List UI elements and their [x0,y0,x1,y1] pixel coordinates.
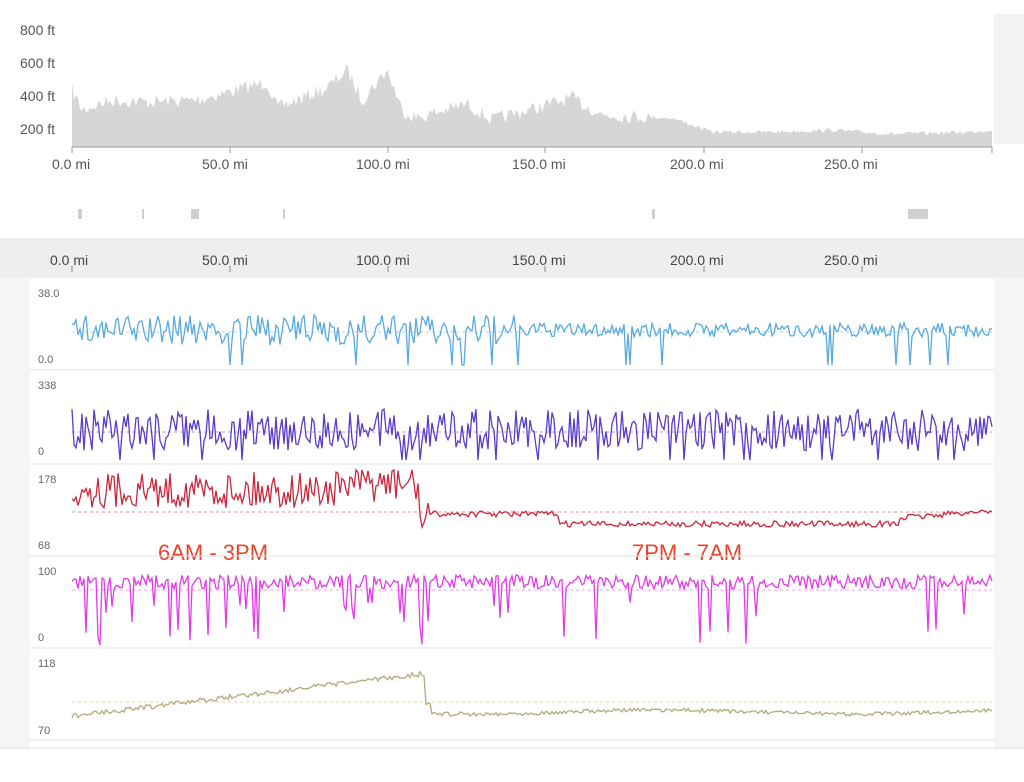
axis-x-tick: 150.0 mi [512,252,566,268]
axis-x-tick: 0.0 mi [50,252,89,268]
speed-min-label: 0.0 [38,354,54,366]
distance-axis-bar: 0.0 mi 50.0 mi 100.0 mi 150.0 mi 200.0 m… [0,238,1024,278]
axis-x-tick: 100.0 mi [356,252,410,268]
elevation-y-tick: 400 ft [20,88,56,104]
hr-min-label: 68 [38,540,51,552]
elevation-x-tick: 150.0 mi [512,156,566,172]
elevation-x-tick: 100.0 mi [356,156,410,172]
elevation-x-tick: 250.0 mi [824,156,878,172]
segment-marker [78,209,82,219]
axis-x-tick: 50.0 mi [202,252,248,268]
elevation-x-tick: 0.0 mi [52,156,91,172]
temperature-line [71,670,993,719]
elevation-y-tick: 800 ft [20,22,56,38]
elevation-area [72,64,992,147]
left-gutter [0,278,30,748]
elevation-x-tick: 50.0 mi [202,156,248,172]
power-min-label: 0 [38,446,45,458]
side-panel [994,14,1024,144]
axis-x-tick: 250.0 mi [824,252,878,268]
segment-marker [191,209,199,219]
heart-rate-line [71,468,993,530]
power-max-label: 338 [38,380,57,392]
temp-max-label: 118 [38,658,56,670]
segment-marker [283,209,285,219]
right-gutter [994,278,1024,748]
speed-line [71,313,993,366]
segment-marker [652,209,655,219]
segment-marker [142,209,144,219]
elevation-chart: 800 ft 600 ft 400 ft 200 ft 0.0 mi 50.0 … [0,0,1024,200]
elevation-x-tick: 200.0 mi [670,156,724,172]
power-line [71,407,993,461]
axis-x-tick: 200.0 mi [670,252,724,268]
cadence-line [71,572,993,646]
speed-max-label: 38.0 [38,288,60,300]
temp-min-label: 70 [38,725,51,737]
elevation-y-tick: 600 ft [20,55,56,71]
cadence-max-label: 100 [38,566,57,578]
annotation-right: 7PM - 7AM [632,540,743,565]
annotation-left: 6AM - 3PM [158,540,269,565]
segment-marker [908,209,928,219]
hr-max-label: 178 [38,474,57,486]
cadence-min-label: 0 [38,632,45,644]
elevation-y-tick: 200 ft [20,121,56,137]
